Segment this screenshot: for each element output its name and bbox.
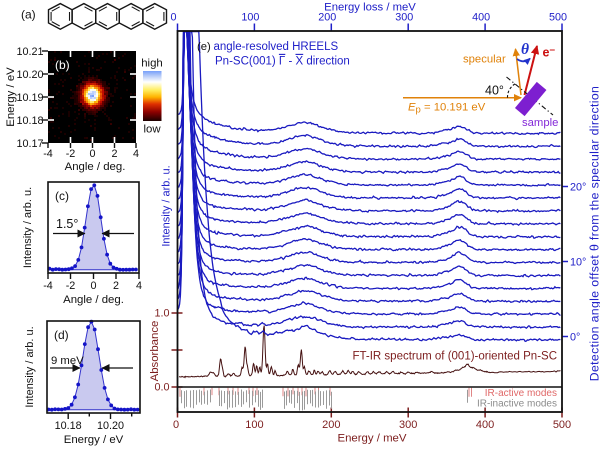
svg-text:0°: 0° <box>570 332 580 344</box>
svg-text:400: 400 <box>476 419 494 431</box>
svg-text:Angle / deg.: Angle / deg. <box>65 161 126 173</box>
svg-text:(e): (e) <box>197 41 211 53</box>
svg-text:10.17: 10.17 <box>16 138 43 150</box>
svg-text:400: 400 <box>472 12 490 24</box>
svg-text:10.21: 10.21 <box>16 46 43 58</box>
svg-text:200: 200 <box>322 419 340 431</box>
svg-text:sample: sample <box>522 117 558 129</box>
svg-text:IR-active modes: IR-active modes <box>485 388 557 399</box>
svg-text:100: 100 <box>245 419 263 431</box>
svg-text:Ep = 10.191 eV: Ep = 10.191 eV <box>408 102 486 116</box>
svg-text:10°: 10° <box>570 257 586 269</box>
svg-text:20°: 20° <box>570 182 586 194</box>
svg-text:Absorbance: Absorbance <box>149 321 161 382</box>
svg-text:2: 2 <box>111 148 117 160</box>
svg-text:-4: -4 <box>43 148 53 160</box>
svg-text:0: 0 <box>89 148 95 160</box>
svg-text:10.18: 10.18 <box>55 420 82 432</box>
svg-text:4: 4 <box>133 148 139 160</box>
svg-text:Pn-SC(001) Γ - X direction: Pn-SC(001) Γ - X direction <box>215 55 350 67</box>
svg-text:-2: -2 <box>66 148 76 160</box>
svg-text:10.20: 10.20 <box>97 420 124 432</box>
svg-text:0: 0 <box>170 12 176 24</box>
svg-text:-2: -2 <box>66 280 76 292</box>
svg-text:Intensity / arb. u.: Intensity / arb. u. <box>24 326 36 407</box>
svg-text:1.5°: 1.5° <box>56 217 78 231</box>
svg-text:500: 500 <box>553 419 571 431</box>
svg-text:IR-inactive modes: IR-inactive modes <box>477 399 557 410</box>
svg-text:10.19: 10.19 <box>16 92 43 104</box>
svg-text:0: 0 <box>90 280 96 292</box>
svg-text:300: 300 <box>399 419 417 431</box>
svg-text:500: 500 <box>549 12 567 24</box>
svg-text:Energy / meV: Energy / meV <box>337 433 406 445</box>
svg-text:40°: 40° <box>485 84 504 98</box>
svg-text:9 meV: 9 meV <box>51 355 84 367</box>
svg-text:Intensity / arb. u.: Intensity / arb. u. <box>22 187 34 268</box>
svg-text:Energy / eV: Energy / eV <box>64 434 124 446</box>
svg-text:Energy loss / meV: Energy loss / meV <box>324 2 416 14</box>
svg-text:2: 2 <box>113 280 119 292</box>
svg-text:Angle / deg.: Angle / deg. <box>63 294 124 306</box>
svg-text:Detection angle offset θ from: Detection angle offset θ from the specul… <box>588 86 600 382</box>
svg-text:FT-IR spectrum of (001)-orient: FT-IR spectrum of (001)-oriented Pn-SC <box>352 351 557 363</box>
svg-text:(b): (b) <box>55 58 70 72</box>
svg-text:4: 4 <box>136 280 142 292</box>
svg-text:100: 100 <box>241 12 259 24</box>
svg-text:Intensity / arb. u.: Intensity / arb. u. <box>161 165 173 246</box>
svg-text:0: 0 <box>173 419 179 431</box>
svg-text:1.0: 1.0 <box>154 308 169 320</box>
svg-text:angle-resolved HREELS: angle-resolved HREELS <box>214 41 339 53</box>
svg-text:high: high <box>141 58 163 70</box>
svg-text:(d): (d) <box>54 328 69 342</box>
svg-text:(c): (c) <box>55 189 69 203</box>
svg-text:(a): (a) <box>21 8 36 22</box>
svg-text:low: low <box>143 124 161 136</box>
svg-text:0.0: 0.0 <box>154 382 169 394</box>
svg-text:10.20: 10.20 <box>16 69 43 81</box>
svg-text:-4: -4 <box>43 280 53 292</box>
svg-text:Energy / eV: Energy / eV <box>5 67 17 127</box>
svg-text:specular: specular <box>463 54 506 66</box>
svg-text:10.18: 10.18 <box>16 115 43 127</box>
svg-text:θ: θ <box>521 41 529 58</box>
